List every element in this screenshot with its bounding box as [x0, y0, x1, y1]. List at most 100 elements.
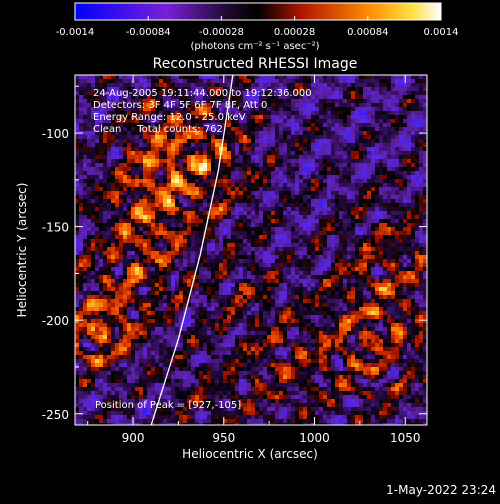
image-pixel [155, 283, 160, 288]
image-pixel [331, 151, 336, 156]
image-pixel [335, 107, 340, 112]
image-pixel [79, 167, 84, 172]
image-pixel [103, 199, 108, 204]
image-pixel [311, 151, 316, 156]
image-pixel [199, 171, 204, 176]
image-pixel [275, 75, 280, 80]
image-pixel [243, 175, 248, 180]
image-pixel [99, 267, 104, 272]
image-pixel [383, 195, 388, 200]
image-pixel [291, 107, 296, 112]
image-pixel [171, 291, 176, 296]
image-pixel [75, 151, 80, 156]
image-pixel [151, 171, 156, 176]
image-pixel [299, 99, 304, 104]
image-pixel [191, 211, 196, 216]
image-pixel [279, 219, 284, 224]
image-pixel [191, 243, 196, 248]
image-pixel [383, 103, 388, 108]
image-pixel [219, 291, 224, 296]
image-pixel [87, 215, 92, 220]
image-pixel [319, 275, 324, 280]
image-pixel [115, 167, 120, 172]
image-pixel [303, 131, 308, 136]
image-pixel [279, 99, 284, 104]
image-pixel [415, 251, 420, 256]
image-pixel [239, 247, 244, 252]
image-pixel [171, 235, 176, 240]
image-pixel [251, 267, 256, 272]
image-pixel [299, 187, 304, 192]
image-pixel [323, 227, 328, 232]
image-pixel [395, 279, 400, 284]
image-pixel [415, 123, 420, 128]
image-pixel [139, 243, 144, 248]
image-pixel [287, 251, 292, 256]
image-pixel [311, 279, 316, 284]
image-pixel [251, 235, 256, 240]
image-pixel [323, 287, 328, 292]
image-pixel [227, 167, 232, 172]
image-pixel [263, 227, 268, 232]
image-pixel [395, 99, 400, 104]
image-pixel [351, 95, 356, 100]
image-pixel [79, 195, 84, 200]
image-pixel [159, 235, 164, 240]
image-pixel [235, 175, 240, 180]
image-pixel [323, 271, 328, 276]
image-pixel [235, 155, 240, 160]
image-pixel [315, 143, 320, 148]
image-pixel [255, 119, 260, 124]
image-pixel [139, 187, 144, 192]
image-pixel [211, 83, 216, 88]
image-pixel [387, 111, 392, 116]
image-pixel [131, 175, 136, 180]
image-pixel [183, 159, 188, 164]
image-pixel [343, 103, 348, 108]
image-pixel [363, 115, 368, 120]
image-pixel [235, 191, 240, 196]
image-pixel [323, 139, 328, 144]
image-pixel [255, 247, 260, 252]
image-pixel [343, 291, 348, 296]
image-pixel [175, 287, 180, 292]
image-pixel [151, 287, 156, 292]
image-pixel [163, 219, 168, 224]
image-pixel [115, 219, 120, 224]
image-pixel [347, 227, 352, 232]
image-pixel [311, 295, 316, 300]
image-pixel [343, 203, 348, 208]
image-pixel [283, 191, 288, 196]
image-pixel [79, 87, 84, 92]
image-pixel [343, 163, 348, 168]
image-pixel [163, 271, 168, 276]
image-pixel [183, 199, 188, 204]
image-pixel [111, 167, 116, 172]
image-pixel [251, 75, 256, 80]
image-pixel [195, 151, 200, 156]
image-pixel [139, 215, 144, 220]
image-pixel [319, 131, 324, 136]
image-pixel [279, 111, 284, 116]
image-pixel [95, 239, 100, 244]
image-pixel [83, 215, 88, 220]
image-pixel [383, 215, 388, 220]
image-pixel [339, 227, 344, 232]
image-pixel [151, 163, 156, 168]
image-pixel [319, 111, 324, 116]
image-pixel [351, 159, 356, 164]
image-pixel [407, 271, 412, 276]
image-pixel [259, 75, 264, 80]
image-pixel [239, 231, 244, 236]
image-pixel [319, 287, 324, 292]
image-pixel [231, 223, 236, 228]
image-pixel [303, 199, 308, 204]
image-pixel [275, 247, 280, 252]
image-pixel [83, 267, 88, 272]
image-pixel [331, 275, 336, 280]
image-pixel [355, 271, 360, 276]
image-pixel [407, 159, 412, 164]
image-pixel [211, 139, 216, 144]
image-pixel [399, 247, 404, 252]
image-pixel [335, 75, 340, 80]
